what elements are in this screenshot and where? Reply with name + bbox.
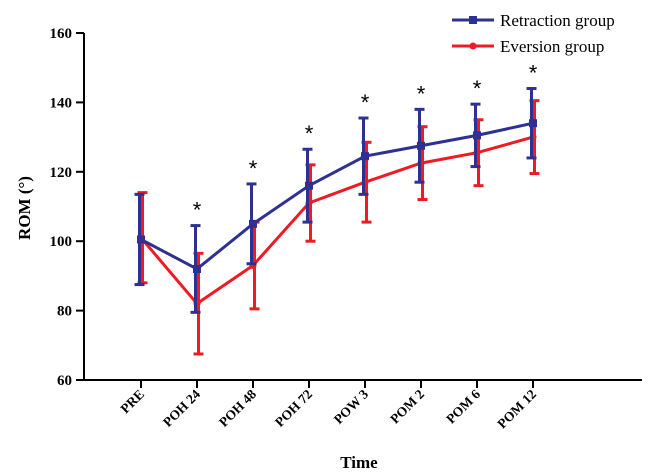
data-point [361,152,369,161]
x-tick-label: POM 12 [494,386,539,431]
significance-marker: * [193,198,202,223]
legend: Retraction group Eversion group [452,11,615,56]
y-tick-label: 120 [50,165,73,181]
significance-marker: * [529,61,538,86]
x-tick-label: POH 48 [216,386,259,429]
legend-marker [469,42,477,50]
data-point [417,141,425,150]
x-tick-label: POM 6 [443,386,483,426]
significance-marker: * [249,156,258,181]
y-tick-label: 60 [57,373,72,389]
series-retraction-group [134,87,537,314]
y-tick-label: 160 [50,26,73,42]
y-tick-label: 80 [57,304,72,320]
legend-label: Eversion group [500,37,604,56]
x-tick-label: POW 3 [331,386,372,427]
series-group [134,87,540,356]
data-point [137,235,145,244]
legend-label: Retraction group [500,11,615,30]
x-tick-label: POH 72 [272,386,315,429]
x-tick-label: POM 2 [387,386,427,426]
data-point [305,181,313,190]
series-line [139,135,534,306]
axes [83,33,642,381]
significance-marker: * [473,76,482,101]
data-point [249,219,257,228]
significance-marker: * [361,90,370,115]
legend-item: Retraction group [452,11,615,30]
y-tick-label: 140 [50,95,73,111]
y-ticks: 60 80 100 120 140 160 [50,26,84,389]
significance-marker: * [417,81,426,106]
x-tick-label: POH 24 [160,386,203,429]
y-tick-label: 100 [50,234,73,250]
y-axis-title: ROM (°) [15,176,34,240]
x-tick-label: PRE [117,387,147,417]
legend-item: Eversion group [452,37,604,56]
significance-marker: * [305,121,314,146]
x-ticks: PRE POH 24 POH 48 POH 72 POW 3 POM 2 POM 6 POM … [117,380,539,431]
data-point [473,131,481,140]
series-line [140,121,534,271]
data-point [193,264,201,273]
x-axis-title: Time [340,453,378,472]
annotations: * * * * * * * [193,61,538,223]
data-point [529,119,537,128]
legend-marker [469,16,477,24]
